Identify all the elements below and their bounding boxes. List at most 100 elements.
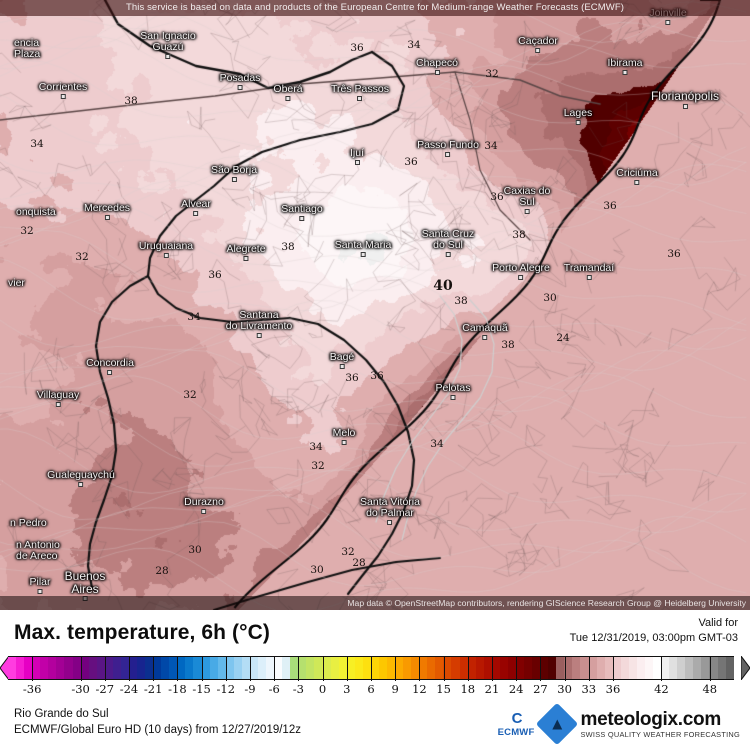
contour-value-label: 38 (281, 241, 294, 253)
city-marker-icon (232, 177, 237, 182)
colorbar-tick (105, 657, 106, 681)
city-name: Tramandaí (564, 263, 614, 274)
colorbar-swatch (258, 657, 266, 679)
city-label[interactable]: Porto Alegre (492, 263, 550, 280)
city-label[interactable]: encia Plaza (14, 38, 40, 61)
city-name: Oberá (273, 84, 302, 95)
city-label[interactable]: Passo Fundo (417, 140, 479, 157)
city-label[interactable]: Florianópolis (651, 90, 719, 109)
city-label[interactable]: n Pedro (10, 518, 47, 530)
colorbar-tick (323, 657, 324, 681)
city-label[interactable]: Santa Vitória do Palmar (360, 497, 420, 525)
colorbar-swatch (597, 657, 605, 679)
city-label[interactable]: Melo (333, 428, 356, 445)
city-marker-icon (163, 253, 168, 258)
colorbar-tick (153, 657, 154, 681)
colorbar-swatch (105, 657, 113, 679)
temperature-colorbar[interactable] (8, 656, 734, 680)
city-marker-icon (682, 104, 687, 109)
city-label[interactable]: onquista (16, 207, 56, 219)
city-label[interactable]: Concordia (86, 358, 134, 375)
valid-for-time: Tue 12/31/2019, 03:00pm GMT-03 (570, 631, 738, 646)
city-name: Caçador (518, 36, 558, 47)
contour-value-label: 36 (370, 370, 383, 382)
city-label[interactable]: Santa Cruz do Sul (422, 229, 475, 257)
colorbar-swatch (113, 657, 121, 679)
city-name: Pelotas (435, 383, 470, 394)
city-label[interactable]: Alegrete (226, 244, 265, 261)
colorbar-swatch (484, 657, 492, 679)
colorbar-swatch (40, 657, 48, 679)
colorbar-tick (177, 657, 178, 681)
city-label[interactable]: Três Passos (331, 84, 389, 101)
city-marker-icon (61, 94, 66, 99)
city-name: Ibirama (607, 58, 642, 69)
city-label[interactable]: Ibirama (607, 58, 642, 75)
city-label[interactable]: Ijuí (350, 148, 364, 165)
city-label[interactable]: Lages (564, 108, 593, 125)
colorbar-swatch (403, 657, 411, 679)
city-name: Chapecó (416, 58, 458, 69)
city-label[interactable]: Tramandaí (564, 263, 614, 280)
colorbar-swatch (524, 657, 532, 679)
city-label[interactable]: Chapecó (416, 58, 458, 75)
colorbar-swatch (621, 657, 629, 679)
city-label[interactable]: Santana do Livramento (226, 310, 293, 338)
city-marker-icon (55, 402, 60, 407)
contour-value-label: 34 (30, 138, 43, 150)
colorbar-swatch (548, 657, 556, 679)
contour-value-label: 34 (484, 140, 497, 152)
city-label[interactable]: Mercedes (84, 203, 130, 220)
contour-value-label: 32 (341, 546, 354, 558)
colorbar-tick (613, 657, 614, 681)
colorbar-swatch (387, 657, 395, 679)
colorbar-tick-label: -9 (244, 682, 255, 696)
colorbar-swatch (532, 657, 540, 679)
city-label[interactable]: Bagé (330, 352, 355, 369)
city-label[interactable]: Caxias do Sul (504, 186, 551, 214)
city-marker-icon (575, 120, 580, 125)
city-name: Santa Cruz do Sul (422, 229, 475, 251)
city-label[interactable]: Pilar (29, 577, 50, 594)
colorbar-swatch (89, 657, 97, 679)
city-label[interactable]: Alvear (181, 199, 211, 216)
map-area[interactable]: This service is based on data and produc… (0, 0, 750, 610)
colorbar-tick-label: -36 (23, 682, 42, 696)
city-label[interactable]: Pelotas (435, 383, 470, 400)
colorbar-tick-label: 24 (509, 682, 524, 696)
city-label[interactable]: Oberá (273, 84, 302, 101)
city-label[interactable]: Santa Maria (335, 240, 392, 257)
city-label[interactable]: Corrientes (39, 82, 87, 99)
contour-value-label: 34 (430, 438, 443, 450)
city-label[interactable]: Durazno (184, 497, 224, 514)
city-label[interactable]: Camaquã (462, 323, 508, 340)
city-label[interactable]: San Ignacio Guazú (140, 31, 195, 59)
colorbar-tick (661, 657, 662, 681)
colorbar-right-arrow (741, 656, 750, 680)
city-label[interactable]: Santiago (281, 204, 322, 221)
contour-value-label: 32 (75, 251, 88, 263)
city-marker-icon (358, 96, 363, 101)
colorbar-tick-label: 18 (460, 682, 475, 696)
colorbar-swatch (218, 657, 226, 679)
colorbar-tick (274, 657, 275, 681)
brand-logos[interactable]: C ECMWF ▲ meteologix.com SWISS QUALITY W… (498, 706, 740, 742)
city-marker-icon (354, 160, 359, 165)
city-label[interactable]: Villaguay (37, 390, 79, 407)
colorbar-tick-label: 21 (485, 682, 500, 696)
meteologix-tagline: SWISS QUALITY WEATHER FORECASTING (580, 731, 740, 738)
colorbar-swatch (290, 657, 298, 679)
city-label[interactable]: Posadas (220, 73, 261, 90)
city-label[interactable]: Gualeguaychú (47, 470, 115, 487)
city-label[interactable]: Criciúma (616, 168, 657, 185)
colorbar-tick-label: -21 (144, 682, 163, 696)
city-label[interactable]: Uruguaiana (139, 241, 193, 258)
city-label[interactable]: n Antonio de Areco (16, 540, 60, 563)
colorbar-tick-label: 33 (581, 682, 596, 696)
meteologix-glyph: ▲ (549, 714, 566, 734)
city-name: Gualeguaychú (47, 470, 115, 481)
city-label[interactable]: vier (8, 278, 25, 290)
city-label[interactable]: Caçador (518, 36, 558, 53)
city-label[interactable]: São Borja (211, 165, 257, 182)
colorbar-swatch (419, 657, 427, 679)
